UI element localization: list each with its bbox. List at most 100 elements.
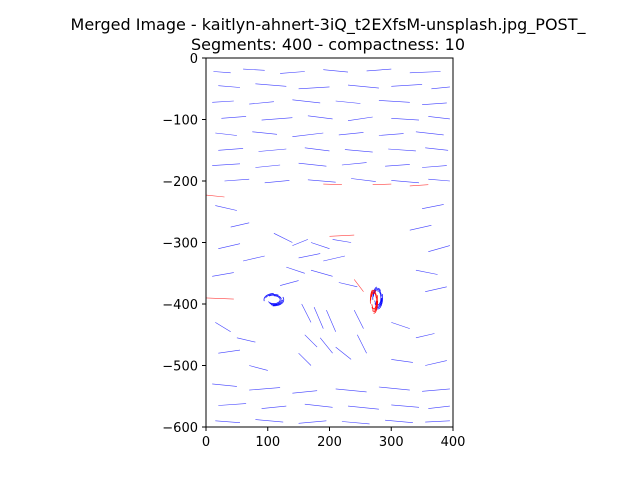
series-0-stroke-102	[425, 420, 450, 423]
series-0-stroke-79	[218, 349, 241, 354]
series-0-stroke-99	[298, 420, 327, 424]
series-0-stroke-52	[212, 272, 234, 277]
series-0-stroke-51	[243, 255, 265, 262]
series-0-stroke-96	[428, 405, 450, 409]
series-0-stroke-43	[264, 180, 290, 184]
series-1-arc-0-1	[370, 289, 378, 313]
chart-title: Merged Image - kaitlyn-ahnert-3iQ_t2EXfs…	[71, 15, 587, 35]
series-0-stroke-82	[415, 333, 435, 339]
series-0-stroke-73	[298, 352, 312, 366]
series-0-stroke-86	[249, 387, 281, 391]
series-0-stroke-28	[378, 133, 404, 136]
series-0-stroke-39	[341, 162, 367, 166]
series-0-stroke-0	[213, 71, 231, 74]
series-0-stroke-16	[378, 100, 410, 103]
series-0-stroke-40	[385, 164, 410, 167]
series-0-stroke-17	[422, 102, 447, 105]
series-0-stroke-67	[338, 282, 358, 288]
series-0-stroke-59	[292, 239, 309, 246]
series-0-stroke-25	[252, 131, 278, 135]
series-1-stroke-4	[205, 297, 234, 300]
series-0-stroke-72	[319, 337, 333, 354]
y-tick-label-5: −500	[162, 360, 198, 375]
series-0-stroke-12	[212, 100, 234, 103]
y-tick-label-2: −200	[162, 175, 198, 190]
x-tick-label-0: 0	[202, 435, 210, 450]
series-0-stroke-30	[218, 148, 244, 151]
series-0-stroke-85	[212, 383, 237, 387]
series-0-stroke-48	[215, 205, 237, 211]
series-0-arc-0-1	[264, 293, 283, 306]
series-0-stroke-70	[326, 309, 336, 332]
series-1-stroke-6	[353, 279, 364, 292]
series-0-stroke-31	[258, 148, 287, 152]
series-0-stroke-101	[385, 419, 413, 423]
series-0-stroke-84	[425, 360, 447, 366]
series-0-stroke-69	[313, 306, 324, 329]
series-0-stroke-37	[255, 164, 281, 168]
series-0-stroke-54	[409, 225, 432, 231]
series-0-stroke-81	[391, 322, 410, 329]
series-0-stroke-55	[428, 245, 450, 252]
plot-strokes	[205, 68, 450, 425]
series-0-stroke-53	[422, 204, 444, 209]
series-0-stroke-90	[422, 388, 450, 392]
series-0-stroke-36	[212, 163, 241, 166]
series-0-stroke-92	[261, 405, 287, 409]
series-0-stroke-6	[218, 85, 241, 88]
y-tick-label-6: −600	[162, 421, 198, 436]
series-0-stroke-97	[215, 420, 241, 423]
series-0-stroke-68	[301, 303, 312, 323]
series-0-stroke-4	[366, 68, 392, 72]
series-0-stroke-77	[215, 322, 231, 332]
series-0-arc-0-3	[267, 295, 281, 304]
series-0-stroke-47	[428, 178, 450, 182]
series-0-stroke-63	[323, 255, 345, 262]
series-0-stroke-89	[378, 386, 410, 391]
series-0-stroke-80	[249, 365, 268, 371]
series-0-stroke-58	[273, 233, 293, 243]
series-1-stroke-1	[323, 183, 342, 185]
series-0-stroke-60	[310, 242, 330, 249]
series-1-arc-0-2	[370, 291, 378, 311]
series-0-stroke-21	[347, 116, 373, 121]
series-0-stroke-88	[335, 388, 367, 393]
series-0-stroke-38	[298, 162, 327, 167]
x-tick-label-1: 100	[255, 435, 280, 450]
series-0-stroke-14	[292, 99, 321, 104]
x-tick-label-2: 200	[317, 435, 342, 450]
series-0-arc-0-0	[263, 293, 285, 307]
series-0-stroke-9	[347, 84, 379, 89]
series-0-stroke-35	[425, 147, 449, 151]
series-1-stroke-2	[372, 183, 392, 185]
series-0-stroke-57	[425, 286, 447, 292]
series-1-stroke-5	[329, 234, 355, 237]
chart-subtitle: Segments: 400 - compactness: 10	[191, 35, 465, 54]
series-1	[205, 183, 429, 314]
series-0-stroke-61	[332, 239, 352, 243]
series-0-stroke-62	[298, 253, 321, 259]
series-0-stroke-34	[388, 148, 416, 152]
series-0-stroke-26	[292, 132, 324, 137]
y-axis-ticks: 0 −100 −200 −300 −400 −500 −600	[162, 52, 206, 436]
series-0-stroke-49	[230, 222, 250, 228]
series-0-stroke-3	[323, 69, 349, 73]
series-0-stroke-100	[341, 421, 370, 425]
series-0-stroke-74	[335, 346, 352, 360]
series-0-arc-1-2	[373, 289, 382, 307]
y-tick-label-4: −400	[162, 298, 198, 313]
x-axis-ticks: 0 100 200 300 400	[202, 427, 465, 450]
series-0-stroke-22	[391, 118, 420, 121]
series-0-stroke-93	[304, 403, 333, 408]
series-0-stroke-76	[357, 334, 367, 354]
series-1-stroke-3	[409, 184, 429, 187]
series-0-stroke-15	[335, 100, 361, 104]
series-0-stroke-50	[218, 243, 241, 249]
x-tick-label-3: 300	[379, 435, 404, 450]
series-0-stroke-87	[292, 390, 318, 394]
series-0-arc-0-2	[266, 294, 282, 305]
series-0-stroke-98	[255, 419, 284, 423]
series-0-stroke-94	[347, 405, 379, 410]
